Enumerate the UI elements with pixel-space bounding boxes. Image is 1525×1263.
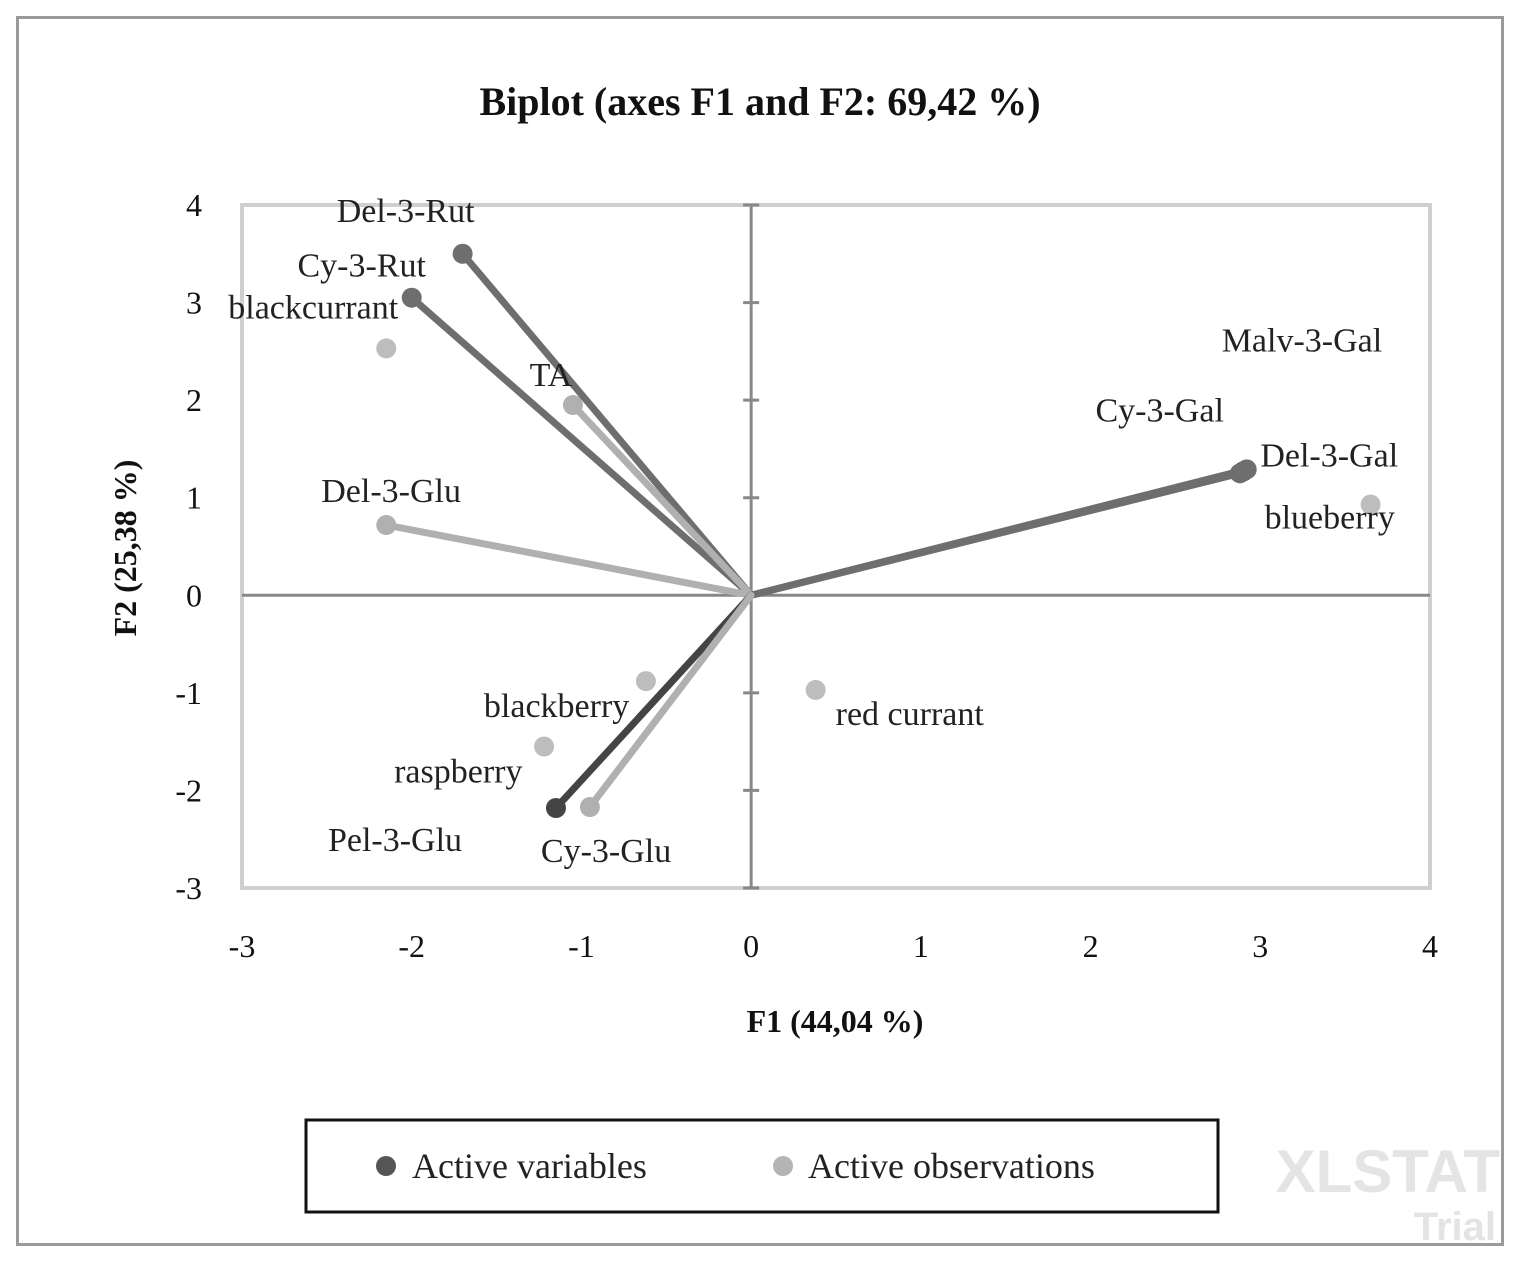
vector-tip-cy-3-rut xyxy=(401,287,422,308)
y-tick-label: 1 xyxy=(186,480,202,516)
label-del-3-gal: Del-3-Gal xyxy=(1260,437,1398,474)
vector-tip-ta xyxy=(562,395,583,416)
label-ta: TA xyxy=(530,357,573,394)
x-tick-label: -3 xyxy=(229,928,256,964)
x-tick-label: 0 xyxy=(743,928,759,964)
label-blackcurrant: blackcurrant xyxy=(228,289,398,326)
x-axis-title: F1 (44,04 %) xyxy=(747,1003,924,1039)
legend-marker-variables xyxy=(376,1156,396,1176)
vector-ta xyxy=(569,401,755,599)
chart-title: Biplot (axes F1 and F2: 69,42 %) xyxy=(479,79,1040,124)
label-malv-3-gal: Malv-3-Gal xyxy=(1222,322,1383,359)
vector-malv-3-gal xyxy=(747,465,1251,599)
label-cy-3-rut: Cy-3-Rut xyxy=(297,248,426,285)
observation-point-blackcurrant xyxy=(376,338,397,359)
vector-tip-cy-3-glu xyxy=(579,797,600,818)
point-labels: Del-3-Rut Cy-3-Rut TA Del-3-Glu Del-3-Gal Cy-… xyxy=(228,193,1398,870)
plot-area xyxy=(240,203,1432,890)
legend: Active variables Active observations xyxy=(304,1118,1220,1214)
y-axis-title: F2 (25,38 %) xyxy=(107,460,143,637)
variable-vectors xyxy=(376,243,1257,818)
y-tick-label: 4 xyxy=(186,187,202,223)
vector-tip-malv-3-gal xyxy=(1236,459,1257,480)
label-red-currant: red currant xyxy=(836,696,985,733)
label-raspberry: raspberry xyxy=(394,754,522,791)
observation-point-blackberry xyxy=(635,671,656,692)
vector-tip-del-3-rut xyxy=(452,243,473,264)
chart-frame xyxy=(16,16,1504,1246)
y-tick-label: 2 xyxy=(186,382,202,418)
watermark: XLSTAT Trial xyxy=(1276,1138,1500,1249)
vector-cy-3-rut xyxy=(408,294,755,599)
label-del-3-glu: Del-3-Glu xyxy=(321,473,461,510)
y-tick-label: 3 xyxy=(186,285,202,321)
observation-points xyxy=(376,338,1381,757)
vector-del-3-rut xyxy=(459,250,755,599)
x-tick-label: 4 xyxy=(1422,928,1438,964)
label-pel-3-glu: Pel-3-Glu xyxy=(328,822,462,859)
label-cy-3-glu: Cy-3-Glu xyxy=(541,833,671,870)
x-tick-label: 3 xyxy=(1252,928,1268,964)
vector-cy-3-glu xyxy=(586,591,755,811)
y-tick-label: 0 xyxy=(186,577,202,613)
y-tick-label: -2 xyxy=(175,772,202,808)
label-cy-3-gal: Cy-3-Gal xyxy=(1095,392,1223,429)
watermark-edition: Trial xyxy=(1414,1205,1496,1249)
y-tick-labels: -3 -2 -1 0 1 2 3 4 xyxy=(175,187,202,906)
legend-box xyxy=(304,1118,1220,1214)
x-tick-label: 2 xyxy=(1083,928,1099,964)
observation-point-raspberry xyxy=(534,736,555,757)
legend-label-observations: Active observations xyxy=(808,1146,1095,1186)
legend-marker-observations xyxy=(773,1156,793,1176)
y-tick-label: -3 xyxy=(175,870,202,906)
vector-del-3-glu xyxy=(382,521,755,599)
y-tick-label: -1 xyxy=(175,675,202,711)
observation-point-red-currant xyxy=(805,679,826,700)
label-blackberry: blackberry xyxy=(484,688,629,725)
observation-point-blueberry xyxy=(1360,494,1381,515)
vector-pel-3-glu xyxy=(552,591,755,812)
label-blueberry: blueberry xyxy=(1265,500,1395,537)
x-tick-labels: -3 -2 -1 0 1 2 3 4 xyxy=(229,928,1438,964)
vector-tip-pel-3-glu xyxy=(545,797,566,818)
legend-label-variables: Active variables xyxy=(412,1146,647,1186)
x-tick-label: 1 xyxy=(913,928,929,964)
x-tick-label: -1 xyxy=(568,928,595,964)
vector-tip-del-3-glu xyxy=(376,515,397,536)
label-del-3-rut: Del-3-Rut xyxy=(337,193,475,230)
watermark-brand: XLSTAT xyxy=(1276,1138,1500,1205)
x-tick-label: -2 xyxy=(398,928,425,964)
